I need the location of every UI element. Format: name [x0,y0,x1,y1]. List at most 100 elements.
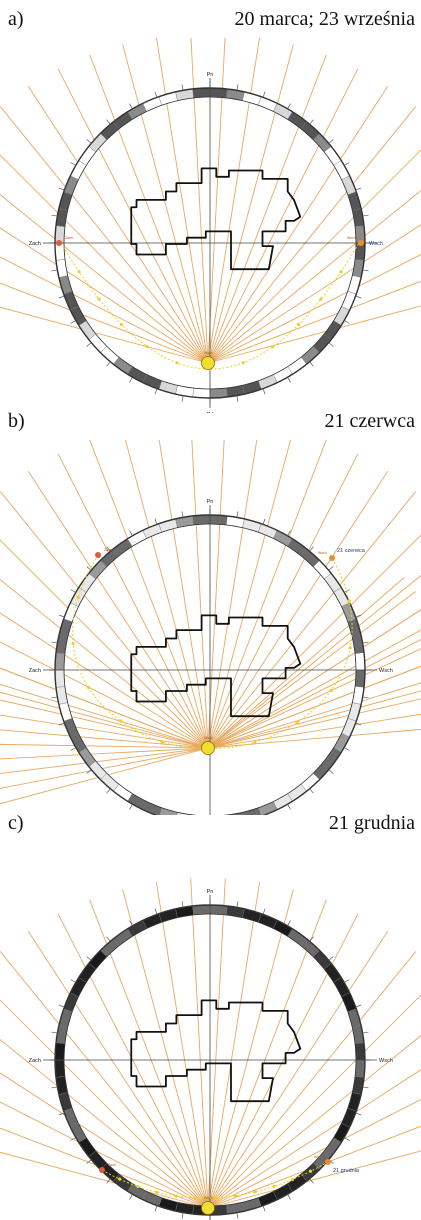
sun-path-dot [295,720,299,725]
tick-mark [129,920,133,926]
building-outline [130,167,302,271]
tick-mark [154,91,158,98]
tick-mark [70,162,76,166]
tick-mark [309,119,314,125]
sun-ray [207,574,421,749]
sun-ray [207,470,389,749]
ring-segment [209,904,228,916]
tick-mark [70,589,76,593]
tick-mark [328,342,334,347]
tick-mark [262,518,266,525]
sun-ray [207,1125,421,1209]
tick-mark [154,1205,158,1212]
sunrise-label: Wsch [318,551,327,555]
sunrise-marker-icon [325,1159,331,1165]
sun-path-dot [233,1194,238,1198]
tick-mark [309,936,314,942]
ring-segment [192,387,211,399]
sun-ray [207,68,359,364]
sun-ray [207,1150,421,1209]
sun-ray [0,612,209,749]
panel-date: 20 marca; 23 września [234,8,415,30]
sunrise-marker-icon [358,240,364,246]
sun-ray [207,491,417,749]
tick-mark [362,641,369,644]
sun-path-dot [71,642,75,646]
sun-path-dot [241,361,245,365]
sun-ray [190,878,209,1209]
sun-ray [0,106,209,364]
tick-mark [328,956,334,961]
sun-ray [207,54,327,364]
sun-icon [201,741,215,755]
sun-ray [207,38,226,364]
sundial-diagram-a: Pn Pd Zach Wsch Zach Wsch Wsch [0,38,421,413]
tick-mark [262,388,266,395]
noon-label: Wsch [204,351,213,355]
sun-ray [122,889,209,1209]
panel-letter: a) [8,8,24,30]
sun-ray [207,609,421,749]
sun-ray [207,440,291,749]
east-label: Wsch [379,668,393,674]
sun-ray [207,728,421,749]
east-label: Wsch [379,1058,393,1064]
sun-ray [207,305,421,364]
sunrise-label: Wsch [314,1155,323,1159]
sun-ray [207,440,258,749]
tick-mark [262,1205,266,1212]
tick-mark [154,388,158,395]
sun-icon [201,356,215,370]
sun-path-dot [253,740,257,744]
sun-ray [0,951,209,1209]
sun-ray [27,930,209,1209]
sundial-diagram-b: PnPdZachWschZachWschWsch21 czerwca [0,440,421,815]
sun-ray [0,699,209,749]
sun-ray [207,899,327,1209]
sun-ray [155,881,209,1209]
sundial-diagram-c: PnPdZachWschZachWschWsch21 grudnia [0,878,421,1220]
tick-mark [58,295,65,299]
tick-mark [129,804,133,810]
sun-ray [207,994,421,1209]
tick-mark [70,1137,76,1141]
sun-ray [207,280,421,364]
sunset-marker-icon [99,1167,105,1173]
tick-mark [154,518,158,525]
sun-ray [207,609,421,749]
sun-ray [207,881,261,1209]
tick-mark [86,956,92,961]
sun-ray [0,747,209,774]
sun-ray [207,665,421,749]
tick-mark [362,214,369,217]
sun-ray [57,68,209,364]
tick-mark [70,979,76,983]
north-label: Pn [207,889,214,895]
sun-ray [207,440,225,749]
sun-path-dot [272,1184,276,1188]
tick-mark [328,769,334,774]
tick-mark [355,614,362,618]
sun-rays [0,440,421,805]
tick-mark [58,1004,65,1008]
sun-ray [0,1038,209,1209]
tick-mark [51,696,58,699]
sun-ray [0,578,209,749]
sunset-label: Zach [104,548,112,552]
east-label: Wsch [369,241,383,247]
sun-ray [27,470,209,749]
tick-mark [51,269,58,272]
sun-ray [207,106,417,364]
tick-mark [309,788,314,794]
sun-path-dot [290,1177,295,1182]
sun-ray [0,193,209,364]
tick-mark [106,1178,111,1184]
ring-segment [209,514,228,526]
tick-mark [51,1031,58,1034]
sun-ray [122,44,209,364]
sun-path-dot [86,685,91,690]
sun-ray [207,889,294,1209]
noon-label: Wsch [204,736,213,740]
sun-path-dot [175,361,179,365]
sun-ray [207,189,421,364]
